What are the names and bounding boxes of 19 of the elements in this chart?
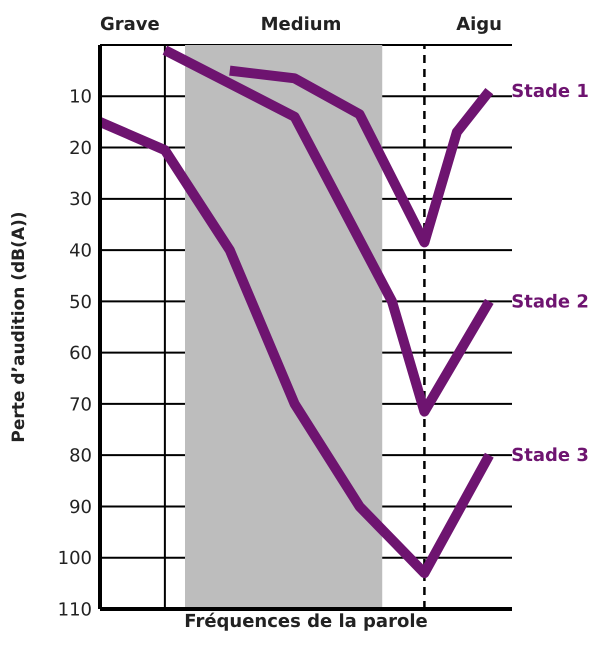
- y-tick-label: 90: [69, 496, 92, 518]
- y-tick-label: 50: [69, 292, 92, 313]
- y-tick-label: 40: [69, 240, 92, 262]
- x-axis-title: Fréquences de la parole: [184, 611, 428, 632]
- y-tick-label: 70: [69, 394, 92, 416]
- y-tick-label: 20: [69, 138, 92, 159]
- series-label: Stade 2: [511, 291, 589, 312]
- y-tick-label: 10: [69, 86, 92, 108]
- series-label: Stade 3: [511, 445, 589, 466]
- series-label: Stade 1: [511, 81, 589, 102]
- y-tick-label: 110: [58, 599, 92, 620]
- text: Aigu: [456, 14, 502, 35]
- y-axis-title: Perte d’audition (dB(A)): [9, 211, 30, 443]
- text: Medium: [260, 14, 342, 35]
- y-tick-label: 30: [69, 189, 92, 210]
- y-tick-label: 60: [69, 343, 92, 364]
- text: Grave: [100, 14, 160, 35]
- y-tick-label: 80: [69, 446, 92, 467]
- y-tick-label: 100: [58, 548, 92, 570]
